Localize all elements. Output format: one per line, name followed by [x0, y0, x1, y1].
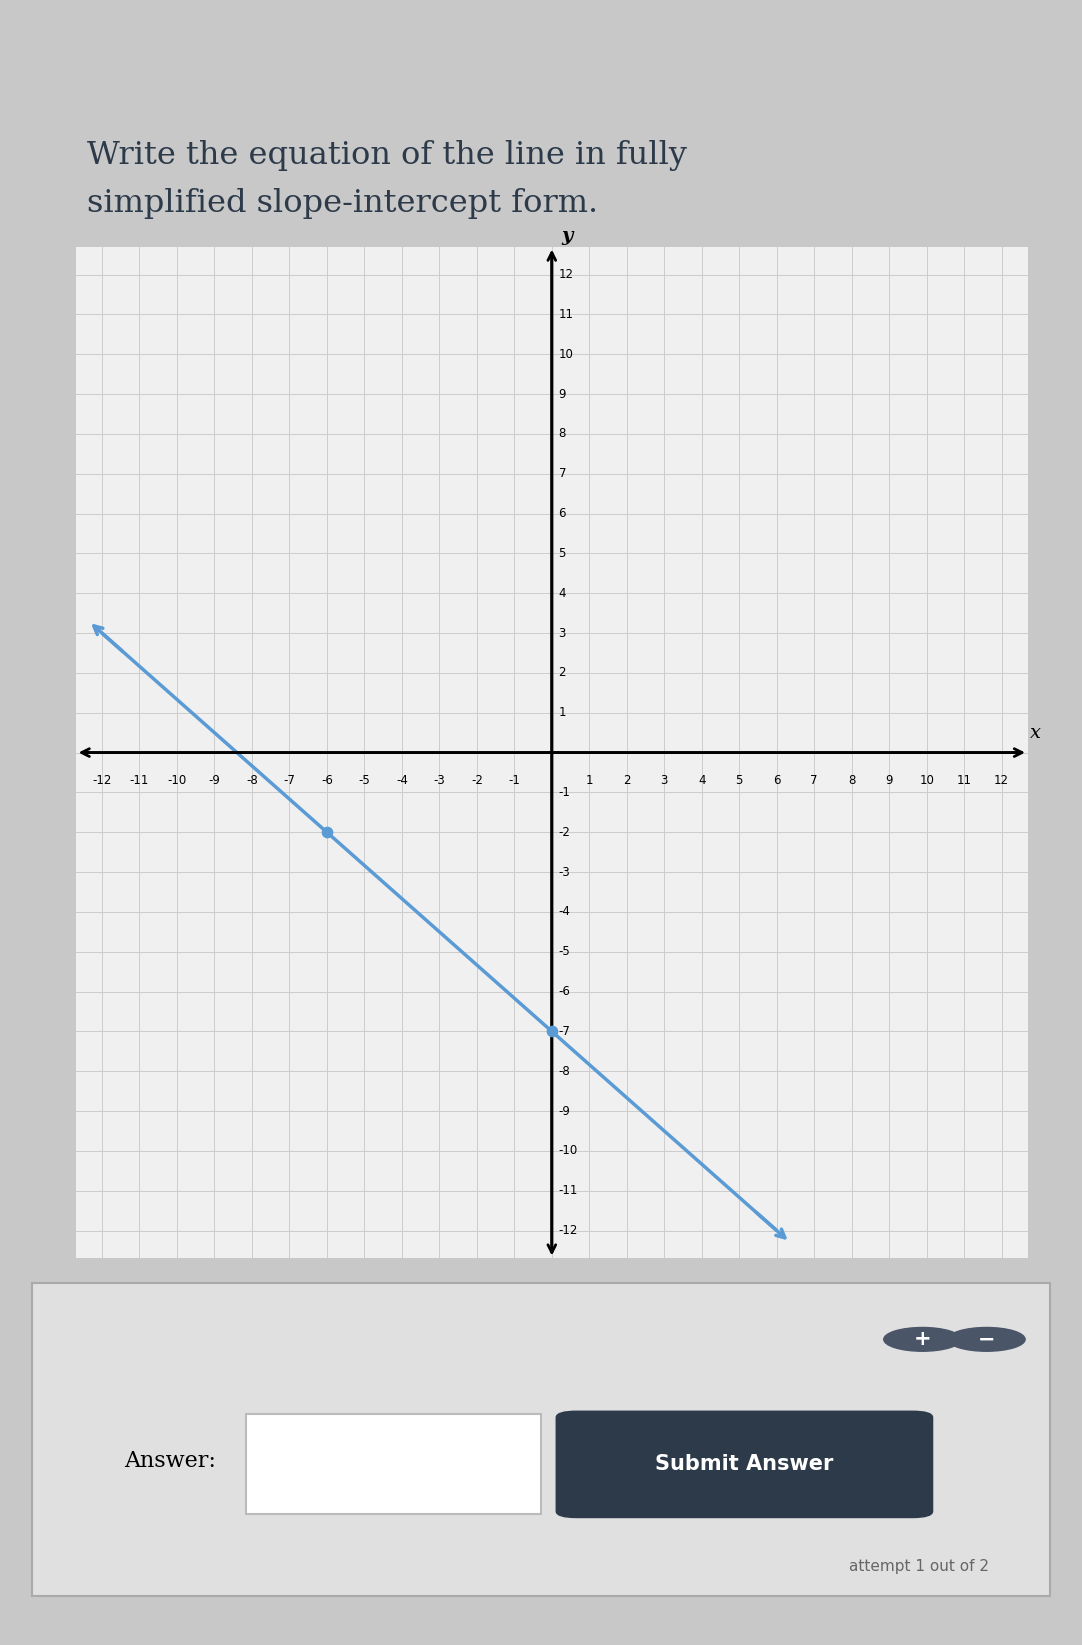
Text: 11: 11: [558, 308, 573, 321]
Circle shape: [884, 1328, 961, 1351]
Text: 5: 5: [736, 775, 743, 788]
Text: 8: 8: [848, 775, 856, 788]
FancyBboxPatch shape: [246, 1415, 541, 1515]
Text: 10: 10: [558, 347, 573, 360]
Text: 3: 3: [558, 627, 566, 640]
Text: -12: -12: [558, 1224, 578, 1237]
Text: 2: 2: [558, 666, 566, 679]
Text: y: y: [562, 227, 572, 245]
Text: 4: 4: [698, 775, 705, 788]
Text: -12: -12: [92, 775, 111, 788]
Text: -3: -3: [558, 865, 570, 878]
Text: -7: -7: [558, 1025, 570, 1038]
Text: 6: 6: [558, 507, 566, 520]
Text: -1: -1: [558, 786, 570, 799]
Text: -3: -3: [434, 775, 445, 788]
Point: [543, 1018, 560, 1045]
Text: 7: 7: [558, 467, 566, 480]
Text: -11: -11: [558, 1184, 578, 1198]
Text: -6: -6: [558, 985, 570, 999]
Text: -4: -4: [396, 775, 408, 788]
Text: -8: -8: [246, 775, 258, 788]
Text: 1: 1: [585, 775, 593, 788]
Text: Submit Answer: Submit Answer: [656, 1454, 833, 1474]
Text: -7: -7: [283, 775, 295, 788]
FancyBboxPatch shape: [556, 1411, 933, 1517]
Text: 12: 12: [558, 268, 573, 281]
Text: 7: 7: [810, 775, 818, 788]
Point: [318, 819, 335, 846]
Text: 5: 5: [558, 546, 566, 559]
Text: -5: -5: [358, 775, 370, 788]
Circle shape: [948, 1328, 1025, 1351]
Text: 6: 6: [773, 775, 780, 788]
Text: Write the equation of the line in fully: Write the equation of the line in fully: [87, 140, 687, 171]
Text: x: x: [1030, 724, 1041, 742]
Text: -10: -10: [558, 1145, 578, 1158]
Text: -8: -8: [558, 1064, 570, 1077]
Text: 11: 11: [956, 775, 972, 788]
Text: -2: -2: [558, 826, 570, 839]
Text: 10: 10: [920, 775, 934, 788]
Text: 4: 4: [558, 587, 566, 600]
Text: -4: -4: [558, 905, 570, 918]
Text: 9: 9: [885, 775, 893, 788]
Text: -2: -2: [471, 775, 483, 788]
Text: -9: -9: [558, 1104, 570, 1117]
Text: attempt 1 out of 2: attempt 1 out of 2: [848, 1559, 989, 1574]
Text: 9: 9: [558, 388, 566, 401]
Text: -1: -1: [509, 775, 520, 788]
Text: +: +: [913, 1329, 932, 1349]
Text: -6: -6: [321, 775, 333, 788]
Text: -5: -5: [558, 946, 570, 959]
Text: 3: 3: [661, 775, 668, 788]
Text: 2: 2: [623, 775, 631, 788]
Text: −: −: [978, 1329, 995, 1349]
Text: -11: -11: [130, 775, 149, 788]
Text: Answer:: Answer:: [124, 1451, 216, 1472]
Text: simplified slope-intercept form.: simplified slope-intercept form.: [87, 188, 597, 219]
Text: 1: 1: [558, 706, 566, 719]
Text: -10: -10: [168, 775, 186, 788]
Text: 8: 8: [558, 428, 566, 441]
FancyBboxPatch shape: [32, 1283, 1050, 1596]
Text: 12: 12: [994, 775, 1010, 788]
Text: -9: -9: [209, 775, 221, 788]
